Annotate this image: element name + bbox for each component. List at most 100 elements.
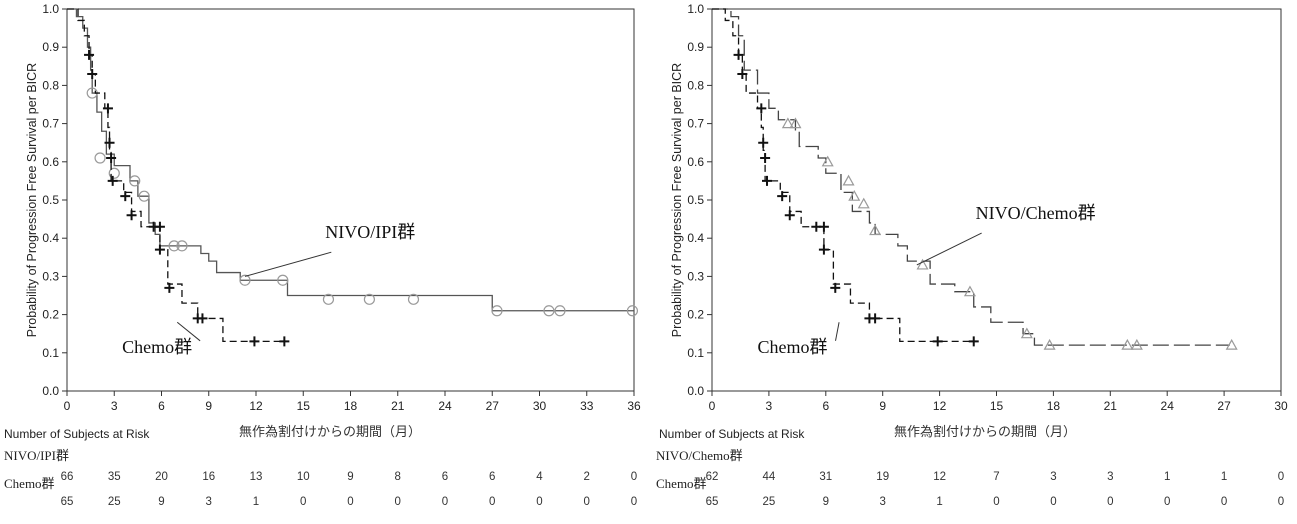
censor-mark-plus — [104, 137, 115, 148]
censor-mark-plus — [197, 313, 208, 324]
censor-mark-plus — [762, 175, 773, 186]
x-tick-label: 21 — [391, 399, 405, 413]
risk-count: 0 — [395, 496, 401, 508]
y-tick-label: 0.0 — [687, 384, 704, 398]
y-tick-label: 0.6 — [687, 155, 704, 169]
censor-mark-plus — [733, 49, 744, 60]
censor-mark-circle — [626, 305, 639, 317]
risk-count: 0 — [1278, 496, 1284, 508]
x-tick-label: 27 — [1217, 399, 1231, 413]
risk-group-name: NIVO/IPI群 — [4, 448, 69, 463]
risk-count: 0 — [1221, 496, 1227, 508]
risk-count: 16 — [202, 471, 215, 483]
risk-count: 0 — [631, 496, 637, 508]
censor-mark-plus — [968, 336, 979, 347]
risk-count: 1 — [1164, 471, 1170, 483]
censor-mark-plus — [756, 103, 767, 114]
x-tick-label: 12 — [933, 399, 947, 413]
censor-mark-triangle — [781, 117, 794, 129]
censor-mark-circle — [554, 305, 566, 317]
x-tick-label: 15 — [990, 399, 1004, 413]
x-tick-label: 0 — [709, 399, 716, 413]
y-tick-label: 0.9 — [687, 40, 704, 54]
risk-group-name: NIVO/Chemo群 — [656, 448, 743, 463]
risk-group-name: Chemo群 — [656, 476, 707, 491]
censor-mark-triangle — [789, 117, 802, 129]
risk-table-title: Number of Subjects at Risk — [4, 427, 150, 441]
annotation-pointer — [176, 321, 201, 342]
censor-mark-plus — [870, 313, 881, 324]
censor-mark-circle — [129, 175, 141, 187]
risk-count: 65 — [706, 496, 719, 508]
y-tick-label: 0.3 — [687, 269, 704, 283]
y-tick-label: 0.0 — [42, 384, 59, 398]
censor-mark-circle — [277, 274, 289, 286]
risk-count: 12 — [933, 471, 946, 483]
censor-mark-circle — [94, 152, 106, 164]
risk-group-name: Chemo群 — [4, 476, 55, 491]
y-tick-label: 0.5 — [687, 193, 704, 207]
km-chart-nivo-ipi: 0.00.10.20.30.40.50.60.70.80.91.00 3 6 9 12 1… — [4, 2, 641, 508]
censor-mark-plus — [932, 336, 943, 347]
censor-mark-plus — [777, 191, 788, 202]
risk-count: 1 — [1221, 471, 1227, 483]
x-tick-label: 33 — [580, 399, 594, 413]
censor-mark-plus — [164, 282, 175, 293]
censor-mark-plus — [87, 68, 98, 79]
censor-mark-circle — [363, 293, 375, 305]
censor-mark-plus — [818, 244, 829, 255]
risk-count: 9 — [347, 471, 353, 483]
x-tick-label: 24 — [1161, 399, 1175, 413]
x-axis-title: 無作為割付けからの期間（月） — [894, 424, 1076, 440]
risk-count: 20 — [155, 471, 168, 483]
risk-count: 0 — [993, 496, 999, 508]
risk-count: 0 — [631, 471, 637, 483]
risk-count: 2 — [584, 471, 590, 483]
risk-count: 10 — [297, 471, 310, 483]
censor-mark-triangle — [1121, 338, 1134, 350]
plot-frame — [711, 8, 1282, 392]
risk-count: 0 — [584, 496, 590, 508]
x-tick-label: 24 — [438, 399, 452, 413]
x-axis-title: 無作為割付けからの期間（月） — [239, 424, 421, 440]
y-tick-label: 0.8 — [42, 78, 59, 92]
censor-mark-triangle — [821, 155, 834, 167]
censor-mark-plus — [154, 221, 165, 232]
risk-count: 8 — [395, 471, 401, 483]
censor-mark-circle — [491, 305, 503, 317]
x-tick-label: 18 — [1047, 399, 1061, 413]
censor-mark-plus — [106, 152, 117, 163]
km-chart-nivo-chemo: 0.00.10.20.30.40.50.60.70.80.91.00 3 6 9 12 1… — [656, 2, 1288, 508]
censor-mark-circle — [108, 167, 120, 179]
y-tick-label: 0.5 — [42, 193, 59, 207]
series-annotation-label: NIVO/IPI群 — [325, 222, 415, 242]
censor-mark-plus — [279, 336, 290, 347]
censor-mark-circle — [138, 190, 150, 202]
censor-mark-plus — [737, 68, 748, 79]
series-line-treatment — [712, 8, 1230, 346]
x-tick-label: 3 — [766, 399, 773, 413]
risk-count: 35 — [108, 471, 121, 483]
y-tick-label: 0.2 — [42, 308, 59, 322]
risk-count: 3 — [1050, 471, 1056, 483]
censor-mark-plus — [760, 152, 771, 163]
risk-count: 0 — [442, 496, 448, 508]
risk-count: 3 — [1107, 471, 1113, 483]
annotation-pointer — [244, 251, 332, 277]
risk-count: 9 — [158, 496, 164, 508]
y-tick-label: 0.7 — [687, 117, 704, 131]
x-tick-label: 36 — [627, 399, 641, 413]
censor-mark-triangle — [1130, 338, 1143, 350]
censor-mark-circle — [407, 293, 420, 305]
risk-count: 0 — [1164, 496, 1170, 508]
risk-count: 0 — [347, 496, 353, 508]
risk-count: 1 — [253, 496, 259, 508]
y-tick-label: 0.1 — [42, 346, 59, 360]
x-tick-label: 12 — [249, 399, 263, 413]
censor-mark-circle — [168, 240, 180, 252]
x-tick-label: 0 — [64, 399, 71, 413]
risk-count: 9 — [823, 496, 829, 508]
y-tick-label: 0.2 — [687, 308, 704, 322]
risk-count: 31 — [819, 471, 832, 483]
